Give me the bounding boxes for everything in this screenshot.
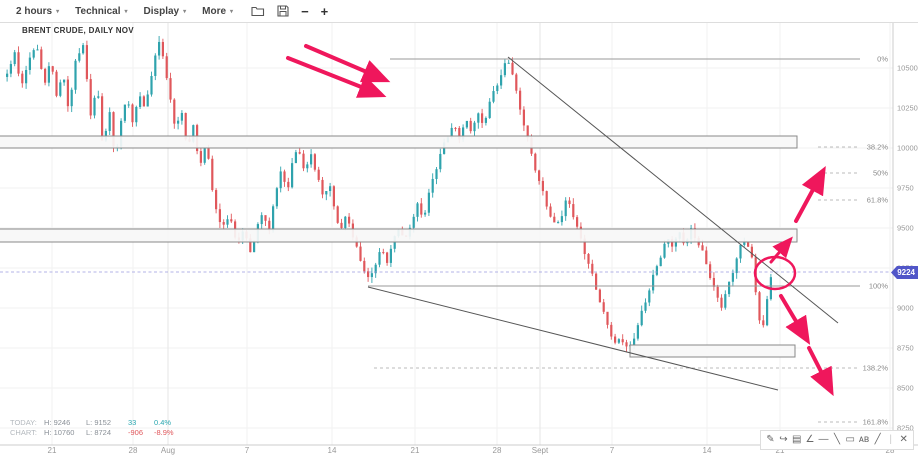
fib-label: 50% <box>873 169 888 178</box>
price-tick: 10250 <box>897 104 918 113</box>
annotation-arrow <box>769 236 793 264</box>
price-tick: 10000 <box>897 144 918 153</box>
rectangle-icon[interactable]: ▭ <box>845 434 855 445</box>
time-tick: 28 <box>886 446 895 455</box>
trend-lines-icon[interactable]: ∠ <box>805 434 815 445</box>
menu-display[interactable]: Display ▾ <box>143 5 187 17</box>
trendlines <box>367 56 839 391</box>
annotation-arrow <box>779 294 811 345</box>
menu-technical[interactable]: Technical ▾ <box>75 5 128 17</box>
zoom-in-button[interactable]: + <box>320 3 329 19</box>
top-toolbar: 2 hours ▾ Technical ▾ Display ▾ More ▾ − + <box>0 0 918 23</box>
stats-row: CHART: H: 10760 L: 8724 -906 -8.9% <box>10 428 174 437</box>
annotation-arrow <box>807 346 834 397</box>
chevron-down-icon: ▾ <box>124 8 128 15</box>
price-tick: 9750 <box>897 184 914 193</box>
time-tick: 28 <box>129 446 138 455</box>
curved-arrow-icon[interactable]: ↪ <box>779 434 788 445</box>
fib-grid-icon[interactable]: ▤ <box>792 434 802 445</box>
text-tool-icon[interactable]: ᴀʙ <box>858 434 870 445</box>
open-folder-icon[interactable] <box>251 5 265 17</box>
annotations <box>286 44 834 397</box>
price-axis-labels: 1050010250100009750950092509000875085008… <box>897 64 918 433</box>
time-tick: 7 <box>610 446 615 455</box>
menu-2-hours[interactable]: 2 hours ▾ <box>16 5 60 17</box>
time-tick: 21 <box>48 446 57 455</box>
chevron-down-icon: ▾ <box>230 8 234 15</box>
fib-label: 61.8% <box>867 196 889 205</box>
annotation-arrow <box>794 165 826 223</box>
chart-title: BRENT CRUDE, DAILY NOV <box>22 26 134 35</box>
zoom-out-button[interactable]: − <box>301 3 309 19</box>
annotation-ellipse <box>753 255 797 291</box>
time-tick: 7 <box>245 446 250 455</box>
menu-more[interactable]: More ▾ <box>202 5 234 17</box>
fib-label: 161.8% <box>863 418 889 427</box>
chevron-down-icon: ▾ <box>183 8 187 15</box>
price-tick: 8500 <box>897 384 914 393</box>
price-tick: 8750 <box>897 344 914 353</box>
drawing-toolbar: ✎ ↪ ▤ ∠ — ╲ ▭ ᴀʙ ╱ | ✕ <box>760 430 915 450</box>
time-tick: 28 <box>493 446 502 455</box>
price-tick: 9000 <box>897 304 914 313</box>
menu-group: 2 hours ▾ Technical ▾ Display ▾ More ▾ <box>0 6 233 17</box>
zone-boxes <box>0 135 798 358</box>
chevron-down-icon: ▾ <box>56 8 60 15</box>
fib-label: 0% <box>877 55 888 64</box>
save-icon[interactable] <box>277 5 289 17</box>
fib-label: 138.2% <box>863 364 889 373</box>
stats-row: TODAY: H: 9246 L: 9152 33 0.4% <box>10 418 172 427</box>
close-icon[interactable]: ✕ <box>899 434 908 445</box>
pencil-icon[interactable]: ✎ <box>766 434 775 445</box>
time-tick: Aug <box>161 446 175 455</box>
trendline-icon[interactable]: ╲ <box>833 434 840 445</box>
price-tick: 9500 <box>897 224 914 233</box>
fibonacci-levels: 0% 38.2% 50% 61.8% 100% 138.2% 161.8% <box>368 55 888 427</box>
time-tick: 21 <box>411 446 420 455</box>
annotation-arrow <box>304 44 391 83</box>
fib-label: 38.2% <box>867 143 889 152</box>
price-tick: 8250 <box>897 424 914 433</box>
fib-label: 100% <box>869 282 889 291</box>
price-tick: 10500 <box>897 64 918 73</box>
last-price-tag: 9224 <box>891 266 918 279</box>
time-tick: 21 <box>776 446 785 455</box>
time-tick: Sept <box>532 446 549 455</box>
time-tick: 14 <box>328 446 337 455</box>
horizontal-line-icon[interactable]: — <box>818 434 829 445</box>
toolbar-icon-group: − + <box>251 5 328 18</box>
line-tool-icon[interactable]: ╱ <box>874 434 881 445</box>
ohlc-stats: TODAY: H: 9246 L: 9152 33 0.4% CHART: H: 10760… <box>10 418 184 438</box>
divider: | <box>889 434 892 445</box>
time-axis-labels: 21 28 Aug 7 14 21 28 Sept 7 14 21 28 <box>48 446 895 455</box>
candlesticks <box>6 36 772 353</box>
time-tick: 14 <box>703 446 712 455</box>
annotation-arrow <box>286 56 387 98</box>
